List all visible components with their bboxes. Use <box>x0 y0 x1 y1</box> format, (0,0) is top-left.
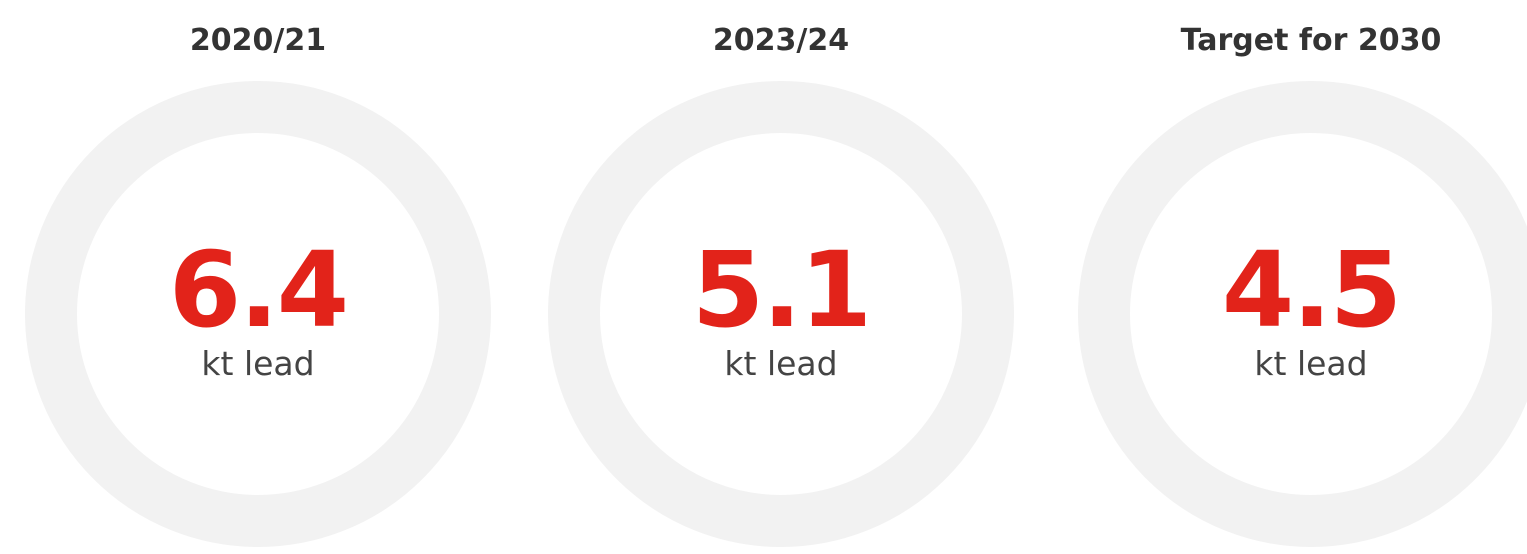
kpi-heading: Target for 2030 <box>1181 23 1442 58</box>
kpi-value: 4.5 <box>1222 229 1400 351</box>
ring <box>25 81 491 547</box>
kpi-heading: 2023/24 <box>713 23 849 58</box>
ring <box>1078 81 1527 547</box>
kpi-unit: kt lead <box>201 344 314 383</box>
kpi-unit: kt lead <box>1254 344 1367 383</box>
kpi-heading: 2020/21 <box>190 23 326 58</box>
ring <box>548 81 1014 547</box>
kpi-unit: kt lead <box>724 344 837 383</box>
kpi-value: 5.1 <box>692 229 870 351</box>
kpi-card: Target for 2030 4.5kt lead <box>1078 23 1527 547</box>
kpi-card: 2020/21 6.4kt lead <box>25 23 491 547</box>
kpi-value: 6.4 <box>169 229 347 351</box>
kpi-card: 2023/24 5.1kt lead <box>548 23 1014 547</box>
